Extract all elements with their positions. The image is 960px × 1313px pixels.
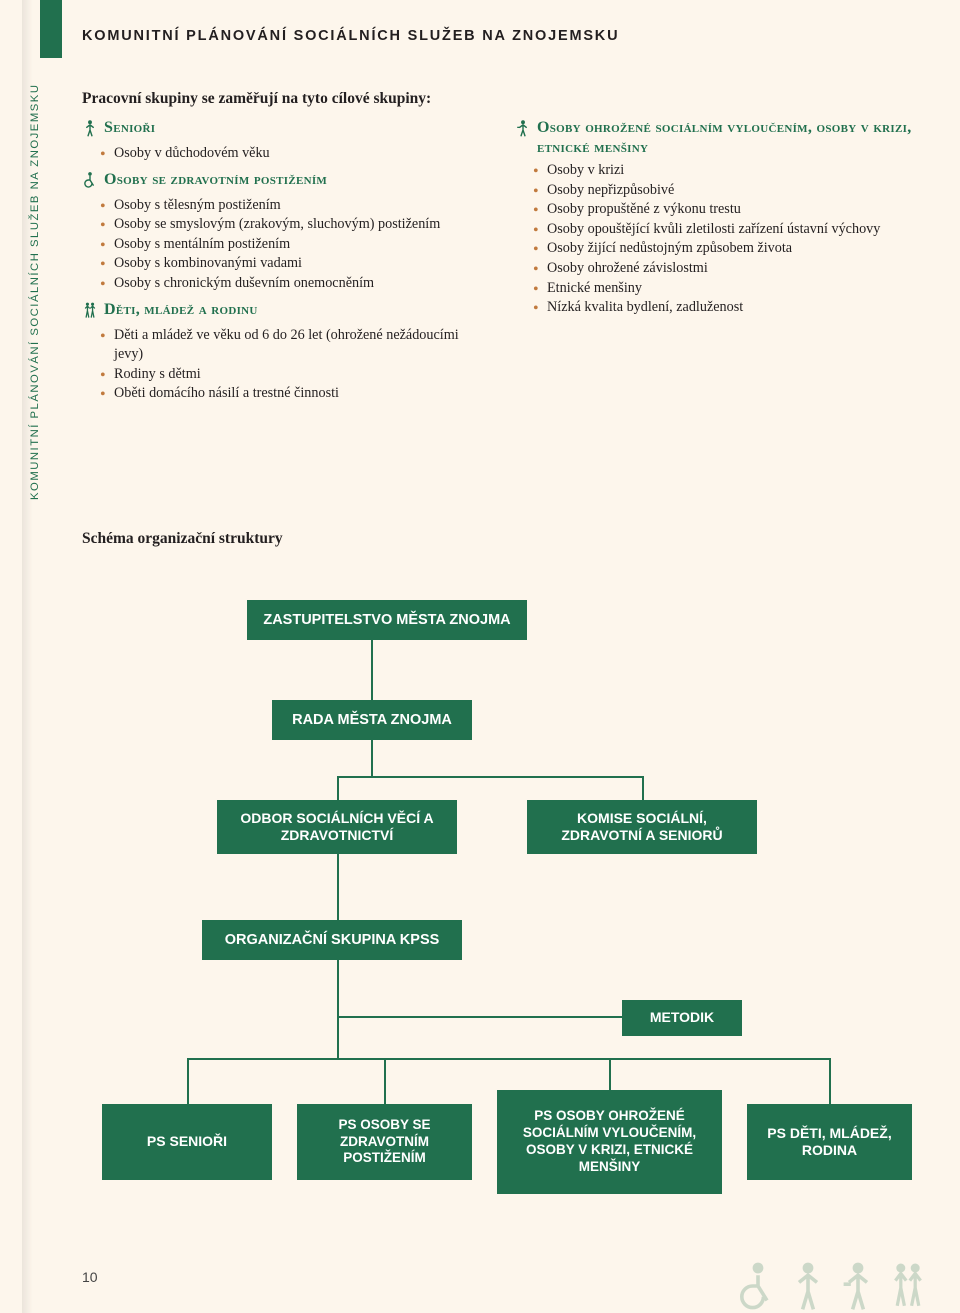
- group-heading: Osoby se zdravotním postižením: [82, 170, 487, 194]
- wheelchair-icon: [82, 171, 98, 194]
- list-item: Osoby nepřizpůsobivé: [537, 181, 920, 201]
- person-icon: [82, 119, 98, 142]
- list-item: Osoby s kombinovanými vadami: [104, 254, 487, 274]
- group-heading: Osoby ohrožené sociálním vyloučením, oso…: [515, 118, 920, 159]
- org-connector: [337, 1016, 622, 1018]
- wheelchair-icon: [736, 1259, 780, 1313]
- group-title: Senioři: [104, 118, 155, 138]
- group-title: Osoby se zdravotním postižením: [104, 170, 327, 190]
- list-item: Osoby v krizi: [537, 161, 920, 181]
- org-connector: [337, 776, 339, 800]
- list-item: Osoby v důchodovém věku: [104, 144, 487, 164]
- group-title: Děti, mládež a rodinu: [104, 300, 258, 320]
- group-bullet-list: Osoby v kriziOsoby nepřizpůsobivéOsoby p…: [515, 161, 920, 318]
- org-node-n5: ORGANIZAČNÍ SKUPINA KPSS: [202, 920, 462, 960]
- list-item: Rodiny s dětmi: [104, 365, 487, 385]
- org-connector: [337, 776, 642, 778]
- list-item: Nízká kvalita bydlení, zadluženost: [537, 298, 920, 318]
- list-item: Osoby ohrožené závislostmi: [537, 259, 920, 279]
- org-node-n6: METODIK: [622, 1000, 742, 1036]
- org-node-n1: ZASTUPITELSTVO MĚSTA ZNOJMA: [247, 600, 527, 640]
- list-item: Děti a mládež ve věku od 6 do 26 let (oh…: [104, 326, 487, 365]
- org-connector: [337, 960, 339, 1016]
- org-connector: [829, 1058, 831, 1104]
- list-item: Osoby žijící nedůstojným způsobem života: [537, 239, 920, 259]
- page-header-title: KOMUNITNÍ PLÁNOVÁNÍ SOCIÁLNÍCH SLUŽEB NA…: [82, 28, 619, 44]
- org-connector: [337, 854, 339, 920]
- schema-title: Schéma organizační struktury: [82, 530, 920, 548]
- group-bullet-list: Děti a mládež ve věku od 6 do 26 let (oh…: [82, 326, 487, 404]
- org-node-n3: ODBOR SOCIÁLNÍCH VĚCÍ A ZDRAVOTNICTVÍ: [217, 800, 457, 854]
- list-item: Osoby s mentálním postižením: [104, 235, 487, 255]
- person-dash-icon: [836, 1259, 880, 1313]
- list-item: Osoby propuštěné z výkonu trestu: [537, 200, 920, 220]
- right-column: Osoby ohrožené sociálním vyloučením, oso…: [515, 112, 920, 410]
- header-accent-block: [40, 0, 62, 58]
- group-bullet-list: Osoby v důchodovém věku: [82, 144, 487, 164]
- org-node-n10: PS DĚTI, MLÁDEŽ, RODINA: [747, 1104, 912, 1180]
- list-item: Osoby s tělesným postižením: [104, 196, 487, 216]
- org-node-n2: RADA MĚSTA ZNOJMA: [272, 700, 472, 740]
- org-chart: ZASTUPITELSTVO MĚSTA ZNOJMA RADA MĚSTA ZN…: [82, 560, 920, 1220]
- org-node-n9: PS OSOBY OHROŽENÉ SOCIÁLNÍM VYLOUČENÍM, …: [497, 1090, 722, 1194]
- page-number: 10: [82, 1269, 98, 1285]
- list-item: Osoby opouštějící kvůli zletilosti zaříz…: [537, 220, 920, 240]
- org-node-n8: PS OSOBY SE ZDRAVOTNÍM POSTIŽENÍM: [297, 1104, 472, 1180]
- list-item: Oběti domácího násilí a trestné činnosti: [104, 384, 487, 404]
- list-item: Osoby se smyslovým (zrakovým, sluchovým)…: [104, 215, 487, 235]
- group-bullet-list: Osoby s tělesným postiženímOsoby se smys…: [82, 196, 487, 294]
- main-content: Pracovní skupiny se zaměřují na tyto cíl…: [82, 90, 920, 548]
- org-connector: [337, 1016, 339, 1058]
- person-dash-icon: [515, 119, 531, 142]
- list-item: Osoby s chronickým duševním onemocněním: [104, 274, 487, 294]
- org-connector: [187, 1058, 829, 1060]
- footer-icon-strip: [736, 1259, 930, 1313]
- org-connector: [371, 640, 373, 700]
- vertical-section-label: KOMUNITNÍ PLÁNOVÁNÍ SOCIÁLNÍCH SLUŽEB NA…: [29, 84, 41, 500]
- org-connector: [609, 1058, 611, 1090]
- intro-line: Pracovní skupiny se zaměřují na tyto cíl…: [82, 90, 920, 108]
- group-heading: Senioři: [82, 118, 487, 142]
- family-icon: [82, 301, 98, 324]
- left-column: Senioři Osoby v důchodovém věku Osoby se z…: [82, 112, 487, 410]
- group-heading: Děti, mládež a rodinu: [82, 300, 487, 324]
- org-connector: [642, 776, 644, 800]
- org-node-n4: KOMISE SOCIÁLNÍ, ZDRAVOTNÍ A SENIORŮ: [527, 800, 757, 854]
- org-node-n7: PS SENIOŘI: [102, 1104, 272, 1180]
- org-connector: [371, 740, 373, 776]
- list-item: Etnické menšiny: [537, 279, 920, 299]
- org-connector: [187, 1058, 189, 1104]
- org-connector: [384, 1058, 386, 1104]
- person-icon: [786, 1259, 830, 1313]
- group-title: Osoby ohrožené sociálním vyloučením, oso…: [537, 118, 920, 159]
- family-icon: [886, 1259, 930, 1313]
